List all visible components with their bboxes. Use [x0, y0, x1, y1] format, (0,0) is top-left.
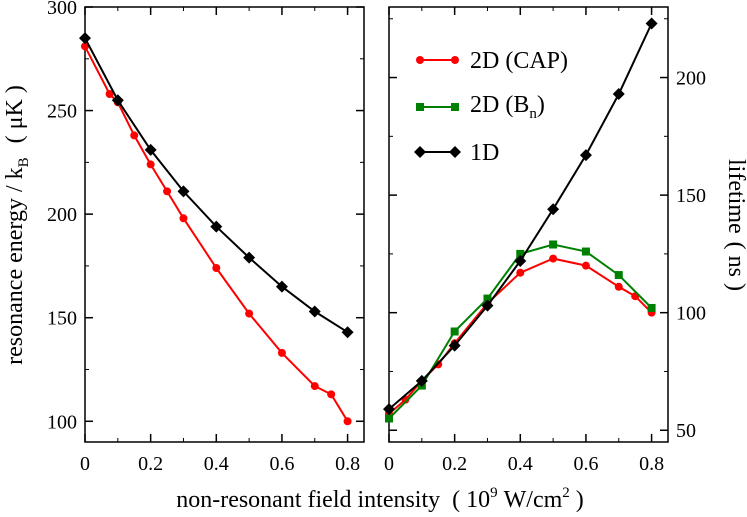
left-point-1d — [177, 185, 190, 198]
right-series-group — [383, 17, 658, 423]
legend-label-2d-cap: 2D (CAP) — [470, 48, 568, 74]
y-tick-label: 50 — [676, 420, 696, 442]
left-point-2d-cap — [179, 214, 188, 223]
y-tick-label: 250 — [47, 101, 77, 123]
x-tick-label: 0.8 — [639, 453, 664, 475]
x-axis-label: non-resonant field intensity(109 W/cm2) — [176, 485, 584, 513]
left-point-2d-cap — [146, 160, 155, 169]
y-tick-label: 150 — [676, 185, 706, 207]
right-series-line-2d-cap — [388, 257, 653, 415]
left-series-line-1d — [84, 37, 349, 334]
left-point-2d-cap — [105, 90, 114, 98]
right-point-1d — [481, 299, 494, 312]
legend-marker-2d-bn — [451, 103, 459, 111]
y-tick-label: 200 — [676, 68, 706, 90]
right-point-2d-cap — [549, 254, 558, 263]
legend-marker-2d-cap — [451, 56, 459, 64]
left-point-2d-cap — [310, 382, 319, 391]
right-point-1d — [415, 374, 428, 387]
right-plot-frame — [388, 6, 669, 443]
right-panel: 0 0.2 0.4 0.6 0.8 50 100 150 200 — [383, 6, 706, 475]
right-point-1d — [612, 88, 625, 100]
right-point-1d — [579, 149, 592, 162]
left-point-2d-cap — [212, 264, 221, 272]
right-point-2d-b-n — [450, 327, 459, 336]
left-panel: 0 0.2 0.4 0.6 0.8 100 150 200 250 300 — [47, 0, 365, 475]
legend-marker-2d-cap — [416, 56, 424, 64]
right-point-2d-b-n — [614, 271, 623, 280]
left-point-2d-cap — [277, 348, 286, 357]
legend-marker-2d-bn — [416, 103, 424, 111]
right-point-2d-cap — [516, 268, 525, 277]
legend-entry-2d-cap: 2D (CAP) — [416, 48, 568, 74]
right-point-2d-cap — [581, 261, 590, 270]
left-point-2d-cap — [81, 42, 89, 51]
legend-marker-1d — [449, 146, 461, 158]
right-point-2d-cap — [614, 282, 623, 291]
left-point-2d-cap — [327, 390, 336, 399]
left-point-1d — [210, 220, 223, 233]
right-point-2d-b-n — [516, 249, 525, 258]
left-series-line-2d-cap — [84, 45, 349, 422]
y-tick-label: 200 — [47, 204, 77, 226]
x-tick-label: 0.2 — [442, 453, 467, 475]
left-point-1d — [79, 32, 91, 45]
right-point-1d — [547, 203, 560, 216]
left-point-2d-cap — [163, 187, 172, 196]
x-tick-label: 0.2 — [138, 453, 163, 475]
right-point-1d — [383, 403, 395, 416]
x-tick-label: 0.4 — [204, 453, 229, 475]
x-tick-label: 0 — [80, 453, 90, 475]
left-point-1d — [111, 94, 124, 107]
right-point-2d-b-n — [483, 294, 492, 303]
left-point-1d — [308, 305, 321, 318]
right-y-axis-label: lifetime( ns ) — [723, 159, 747, 291]
right-point-2d-b-n — [647, 303, 656, 312]
left-point-2d-cap — [245, 309, 254, 318]
right-series-line-1d — [388, 23, 653, 410]
right-axis-ticks: 0 0.2 0.4 0.6 0.8 50 100 150 200 — [384, 7, 706, 475]
right-point-1d — [514, 254, 527, 267]
legend-entry-1d: 1D — [414, 140, 499, 166]
left-point-1d — [243, 251, 256, 264]
left-point-2d-cap — [343, 417, 352, 426]
right-point-2d-b-n — [581, 247, 590, 256]
x-tick-label: 0.8 — [335, 453, 360, 475]
left-point-1d — [275, 280, 288, 293]
right-point-2d-b-n — [385, 414, 393, 423]
legend-label-1d: 1D — [470, 140, 499, 166]
left-point-2d-cap — [130, 131, 139, 140]
x-tick-label: 0.4 — [508, 453, 533, 475]
y-tick-label: 100 — [676, 303, 706, 325]
left-axis-ticks: 0 0.2 0.4 0.6 0.8 100 150 200 250 300 — [47, 0, 364, 475]
legend: 2D (CAP) 2D (Bn) 1D — [414, 48, 568, 166]
x-tick-label: 0 — [384, 453, 394, 475]
left-point-1d — [341, 326, 354, 339]
x-tick-label: 0.6 — [269, 453, 294, 475]
x-tick-label: 0.6 — [573, 453, 598, 475]
y-tick-label: 150 — [47, 308, 77, 330]
legend-entry-2d-bn: 2D (Bn) — [416, 92, 545, 122]
y-tick-label: 100 — [47, 411, 77, 433]
left-point-1d — [144, 143, 157, 156]
right-point-1d — [645, 17, 658, 30]
right-point-2d-b-n — [549, 240, 558, 249]
legend-label-2d-bn: 2D (Bn) — [470, 92, 545, 122]
left-series-group — [79, 32, 354, 426]
left-plot-frame — [84, 6, 365, 443]
left-y-axis-label: resonance energy / kB( μK ) — [2, 85, 32, 365]
right-point-1d — [448, 339, 461, 352]
legend-marker-1d — [414, 146, 426, 158]
y-tick-label: 300 — [47, 0, 77, 19]
